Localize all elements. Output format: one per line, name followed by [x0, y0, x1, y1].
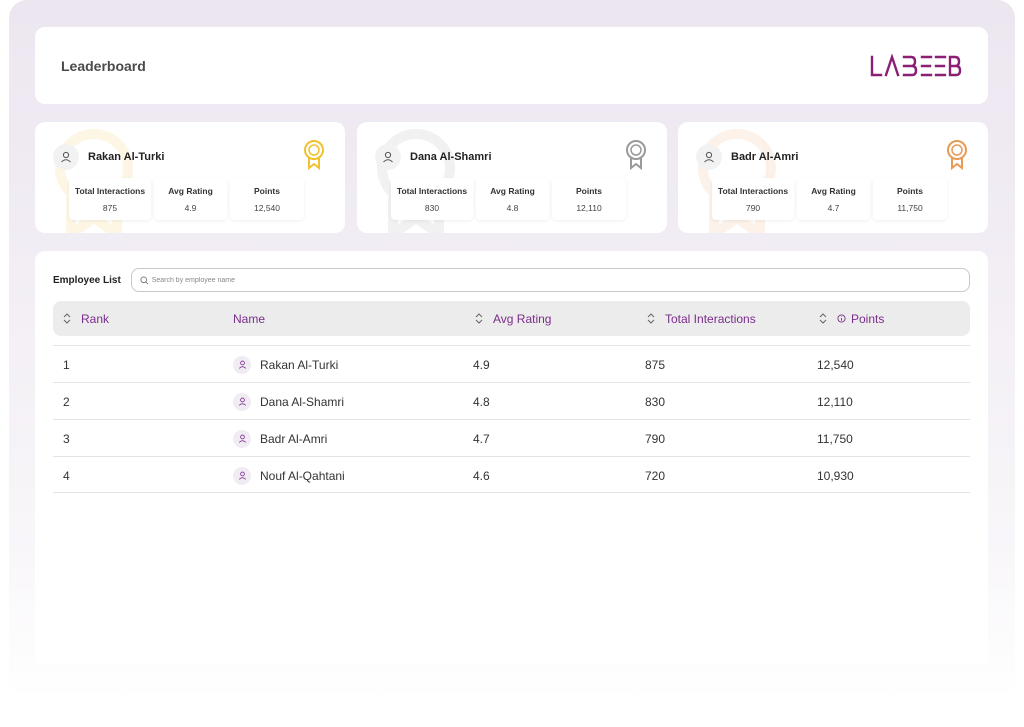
column-header-rank[interactable]: Rank: [63, 312, 109, 326]
user-icon: [233, 392, 251, 411]
avatar-icon: [375, 144, 401, 170]
employee-name: Badr Al-Amri: [260, 431, 328, 446]
top-performer-card-2[interactable]: Dana Al-Shamri Total Interactions 830 Avg…: [357, 122, 667, 233]
search-input[interactable]: [151, 276, 961, 284]
rank-cell: 3: [63, 431, 70, 446]
name-cell: Rakan Al-Turki: [233, 346, 338, 383]
header-bar: Leaderboard: [35, 27, 988, 104]
total-interactions-cell: 830: [645, 394, 666, 409]
bronze-medal-icon: [947, 140, 967, 170]
stat-total-interactions: Total Interactions 875: [69, 178, 151, 220]
total-interactions-cell: 875: [645, 357, 666, 372]
sort-icon: [475, 313, 483, 324]
table-row[interactable]: 2 Dana Al-Shamri 4.8 830 12,110: [53, 382, 970, 419]
search-icon: [140, 276, 149, 284]
stat-total-interactions: Total Interactions 830: [391, 178, 473, 220]
avg-rating-cell: 4.8: [473, 394, 490, 409]
table-body: 1 Rakan Al-Turki 4.9 875 12,540 2 Dana A…: [53, 345, 970, 493]
table-row[interactable]: 1 Rakan Al-Turki 4.9 875 12,540: [53, 345, 970, 382]
stat-avg-rating: Avg Rating 4.7: [797, 178, 870, 220]
top-performer-card-3[interactable]: Badr Al-Amri Total Interactions 790 Avg R…: [678, 122, 988, 233]
rank-cell: 4: [63, 468, 70, 483]
total-interactions-cell: 790: [645, 431, 666, 446]
employee-list-panel: Employee List Rank Name Avg Rating Total…: [35, 251, 988, 665]
top-performer-card-1[interactable]: Rakan Al-Turki Total Interactions 875 Avg…: [35, 122, 345, 233]
stat-points: Points 11,750: [873, 178, 947, 220]
stat-points: Points 12,540: [230, 178, 304, 220]
search-box[interactable]: [130, 268, 970, 292]
column-header-name[interactable]: Name: [233, 311, 266, 326]
sort-icon: [63, 313, 71, 324]
user-icon: [233, 429, 251, 448]
silver-medal-icon: [626, 140, 646, 170]
name-cell: Nouf Al-Qahtani: [233, 457, 345, 494]
stat-avg-rating: Avg Rating 4.9: [154, 178, 227, 220]
labeeb-logo: [870, 53, 962, 78]
employee-name: Nouf Al-Qahtani: [260, 468, 345, 483]
column-header-total-interactions[interactable]: Total Interactions: [647, 312, 756, 326]
performer-name: Dana Al-Shamri: [410, 151, 492, 163]
total-interactions-cell: 720: [645, 468, 666, 483]
stat-points: Points 12,110: [552, 178, 626, 220]
stat-total-interactions: Total Interactions 790: [712, 178, 794, 220]
page-title: Leaderboard: [61, 57, 146, 74]
info-icon: [837, 314, 846, 323]
employee-name: Rakan Al-Turki: [260, 357, 339, 372]
column-header-avg-rating[interactable]: Avg Rating: [475, 312, 551, 326]
sort-icon: [819, 313, 827, 324]
rank-cell: 2: [63, 394, 70, 409]
sort-icon: [647, 313, 655, 324]
employee-list-title: Employee List: [53, 274, 121, 286]
avg-rating-cell: 4.6: [473, 468, 490, 483]
avatar-icon: [696, 144, 722, 170]
user-icon: [233, 355, 251, 374]
avg-rating-cell: 4.7: [473, 431, 490, 446]
points-cell: 12,540: [817, 357, 854, 372]
user-icon: [233, 466, 251, 485]
table-row[interactable]: 3 Badr Al-Amri 4.7 790 11,750: [53, 419, 970, 456]
avatar-icon: [53, 144, 79, 170]
name-cell: Dana Al-Shamri: [233, 383, 344, 420]
performer-name: Rakan Al-Turki: [88, 151, 165, 163]
performer-name: Badr Al-Amri: [731, 151, 799, 163]
points-cell: 11,750: [817, 431, 853, 446]
column-header-points[interactable]: Points: [819, 312, 884, 326]
table-header: Rank Name Avg Rating Total Interactions …: [53, 301, 970, 336]
avg-rating-cell: 4.9: [473, 357, 490, 372]
points-cell: 10,930: [817, 468, 854, 483]
rank-cell: 1: [63, 357, 70, 372]
gold-medal-icon: [304, 140, 324, 170]
employee-name: Dana Al-Shamri: [260, 394, 345, 409]
table-row[interactable]: 4 Nouf Al-Qahtani 4.6 720 10,930: [53, 456, 970, 493]
logo-wordmark: [870, 53, 962, 77]
name-cell: Badr Al-Amri: [233, 420, 327, 457]
points-cell: 12,110: [817, 394, 853, 409]
stat-avg-rating: Avg Rating 4.8: [476, 178, 549, 220]
